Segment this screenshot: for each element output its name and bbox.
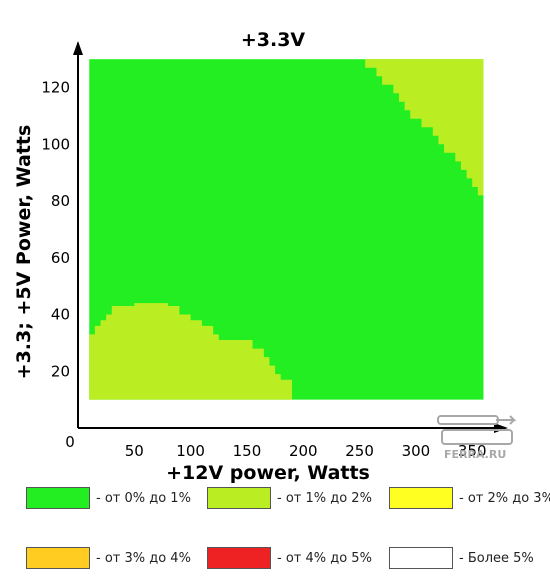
y-tick-label: 20 [51,362,70,380]
x-axis-title: +12V power, Watts [166,462,370,484]
y-axis-title: +3.3; +5V Power, Watts [13,125,35,380]
y-tick-label: 80 [51,192,70,210]
x-tick-label: 100 [176,442,205,460]
x-tick-label: 350 [458,442,487,460]
y-tick-label: 120 [41,79,70,97]
ticks: 50 100 150 200 250 300 350 20 40 60 80 100 120 [41,79,486,460]
x-tick-label: 200 [289,442,318,460]
x-tick-label: 50 [125,442,144,460]
heatmap-region-1-2-1 [89,303,293,400]
x-tick-label: 150 [233,442,262,460]
ferra-logo-icon: FERRA.RU [437,415,517,461]
heatmap-region-1-2-2 [365,59,484,196]
plot-area [89,59,484,400]
y-tick-label: 40 [51,306,70,324]
y-axis-arrow [73,41,83,55]
chart-title: +3.3V [241,29,306,51]
y-tick-label: 60 [51,249,70,267]
x-tick-label: 300 [402,442,431,460]
x-tick-label: 250 [345,442,374,460]
y-tick-label: 100 [41,135,70,153]
svg-text:FERRA.RU: FERRA.RU [444,448,506,461]
origin-label: 0 [65,433,75,451]
ferra-watermark: FERRA.RU [436,412,522,464]
